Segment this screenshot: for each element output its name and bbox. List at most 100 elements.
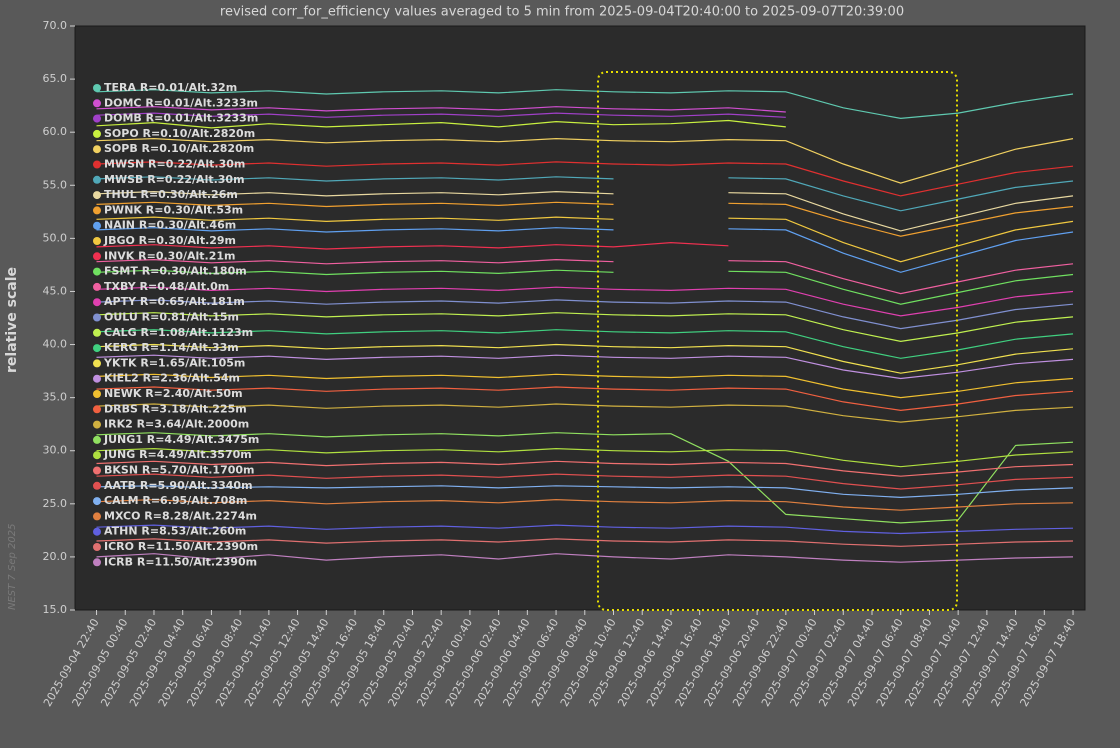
legend-marker [93,527,101,536]
y-tick-label: 55.0 [43,178,68,191]
legend-label: PWNK R=0.30/Alt.53m [104,203,243,216]
series-line [96,485,1074,499]
legend-marker [93,405,101,414]
series-line [96,201,1074,237]
y-tick-label: 15.0 [43,603,68,616]
y-tick-label: 30.0 [43,444,68,457]
y-tick-label: 70.0 [43,19,68,32]
legend-label: CALG R=1.08/Alt.1123m [104,326,253,339]
legend-label: CALM R=6.95/Alt.708m [104,494,247,507]
legend-label: APTY R=0.65/Alt.181m [104,295,245,308]
series-line [96,498,1074,511]
legend-label: NEWK R=2.40/Alt.50m [104,387,243,400]
legend-marker [93,145,101,154]
legend-marker [93,298,101,307]
legend-marker [93,344,101,353]
series-line [96,386,1074,412]
series-line [96,137,1074,184]
series-line [96,538,1074,547]
y-tick-label: 20.0 [43,550,68,563]
series-line [96,553,1074,563]
legend-label: AATB R=5.90/Alt.3340m [104,479,253,492]
series-line [96,286,1074,317]
series-line [96,161,1074,197]
legend-label: DRBS R=3.18/Alt.225m [104,402,247,415]
legend-label: THUL R=0.30/Alt.26m [104,188,238,201]
watermark: NEST 7 Sep 2025 [7,524,18,610]
legend-marker [93,558,101,567]
legend-marker [93,451,101,460]
y-tick-label: 35.0 [43,391,68,404]
series-line [96,432,1074,524]
y-tick-label: 50.0 [43,231,68,244]
series-line [96,227,1074,273]
y-tick-label: 45.0 [43,284,68,297]
series-line [96,89,1074,120]
legend-label: BKSN R=5.70/Alt.1700m [104,464,255,477]
legend-marker [93,84,101,92]
chart-title: revised corr_for_efficiency values avera… [220,5,904,20]
series-line [96,354,1074,380]
legend-label: FSMT R=0.30/Alt.180m [104,265,247,278]
legend-label: SOPB R=0.10/Alt.2820m [104,142,254,155]
legend-label: TXBY R=0.48/Alt.0m [104,280,229,293]
legend-marker [93,543,101,551]
legend-marker [93,435,101,444]
series-line [96,460,1074,477]
legend-label: JUNG1 R=4.49/Alt.3475m [103,433,259,446]
legend-label: YKTK R=1.65/Alt.105m [103,356,245,369]
legend-marker [93,374,101,383]
y-tick-label: 25.0 [43,497,68,510]
legend-label: ICRO R=11.50/Alt.2390m [104,540,258,553]
legend-marker [93,420,101,429]
legend-label: KIEL2 R=2.36/Alt.54m [104,372,240,385]
series-line [96,176,1074,212]
legend-marker [93,481,101,490]
legend-label: NAIN R=0.30/Alt.46m [104,219,236,232]
highlight-box [597,71,958,611]
series-line [96,269,1074,305]
legend-marker [93,328,101,337]
y-tick-label: 40.0 [43,338,68,351]
legend-label: IRK2 R=3.64/Alt.2000m [104,418,249,431]
series-line [96,447,1074,468]
legend-marker [93,282,101,291]
series-line [96,299,1074,330]
legend-marker [93,175,101,184]
legend-label: JUNG R=4.49/Alt.3570m [103,448,252,461]
legend-marker [93,221,101,230]
legend-marker [93,466,101,475]
legend-label: MXCO R=8.28/Alt.2274m [104,509,257,522]
legend-marker [93,129,101,138]
legend-label: OULU R=0.81/Alt.15m [104,311,239,324]
legend-label: INVK R=0.30/Alt.21m [104,249,236,262]
y-tick-label: 60.0 [43,125,68,138]
series-line [96,216,1074,263]
legend-label: ATHN R=8.53/Alt.260m [104,525,246,538]
legend-marker [93,267,101,276]
legend-label: MWSB R=0.22/Alt.30m [104,173,245,186]
legend-marker [93,114,101,123]
legend-label: MWSN R=0.22/Alt.30m [104,158,245,171]
series-line [96,312,1074,343]
legend-marker [93,237,101,245]
legend-marker [93,359,101,368]
legend-label: JBGO R=0.30/Alt.29m [103,234,236,247]
series-line [96,329,1074,359]
legend-label: SOPO R=0.10/Alt.2820m [104,127,255,140]
series-line [96,112,786,118]
series-line [96,473,1074,490]
series-line [96,119,786,129]
series-line [96,373,1074,399]
y-axis-label: relative scale [4,267,20,373]
legend-marker [93,160,101,169]
legend-marker [93,252,101,261]
series-line [96,524,1074,535]
legend-marker [93,390,101,398]
legend-marker [93,206,101,215]
legend-label: TERA R=0.01/Alt.32m [104,81,237,94]
legend-label: ICRB R=11.50/Alt.2390m [104,555,257,568]
legend-marker [93,497,101,506]
series-line [96,403,1074,423]
